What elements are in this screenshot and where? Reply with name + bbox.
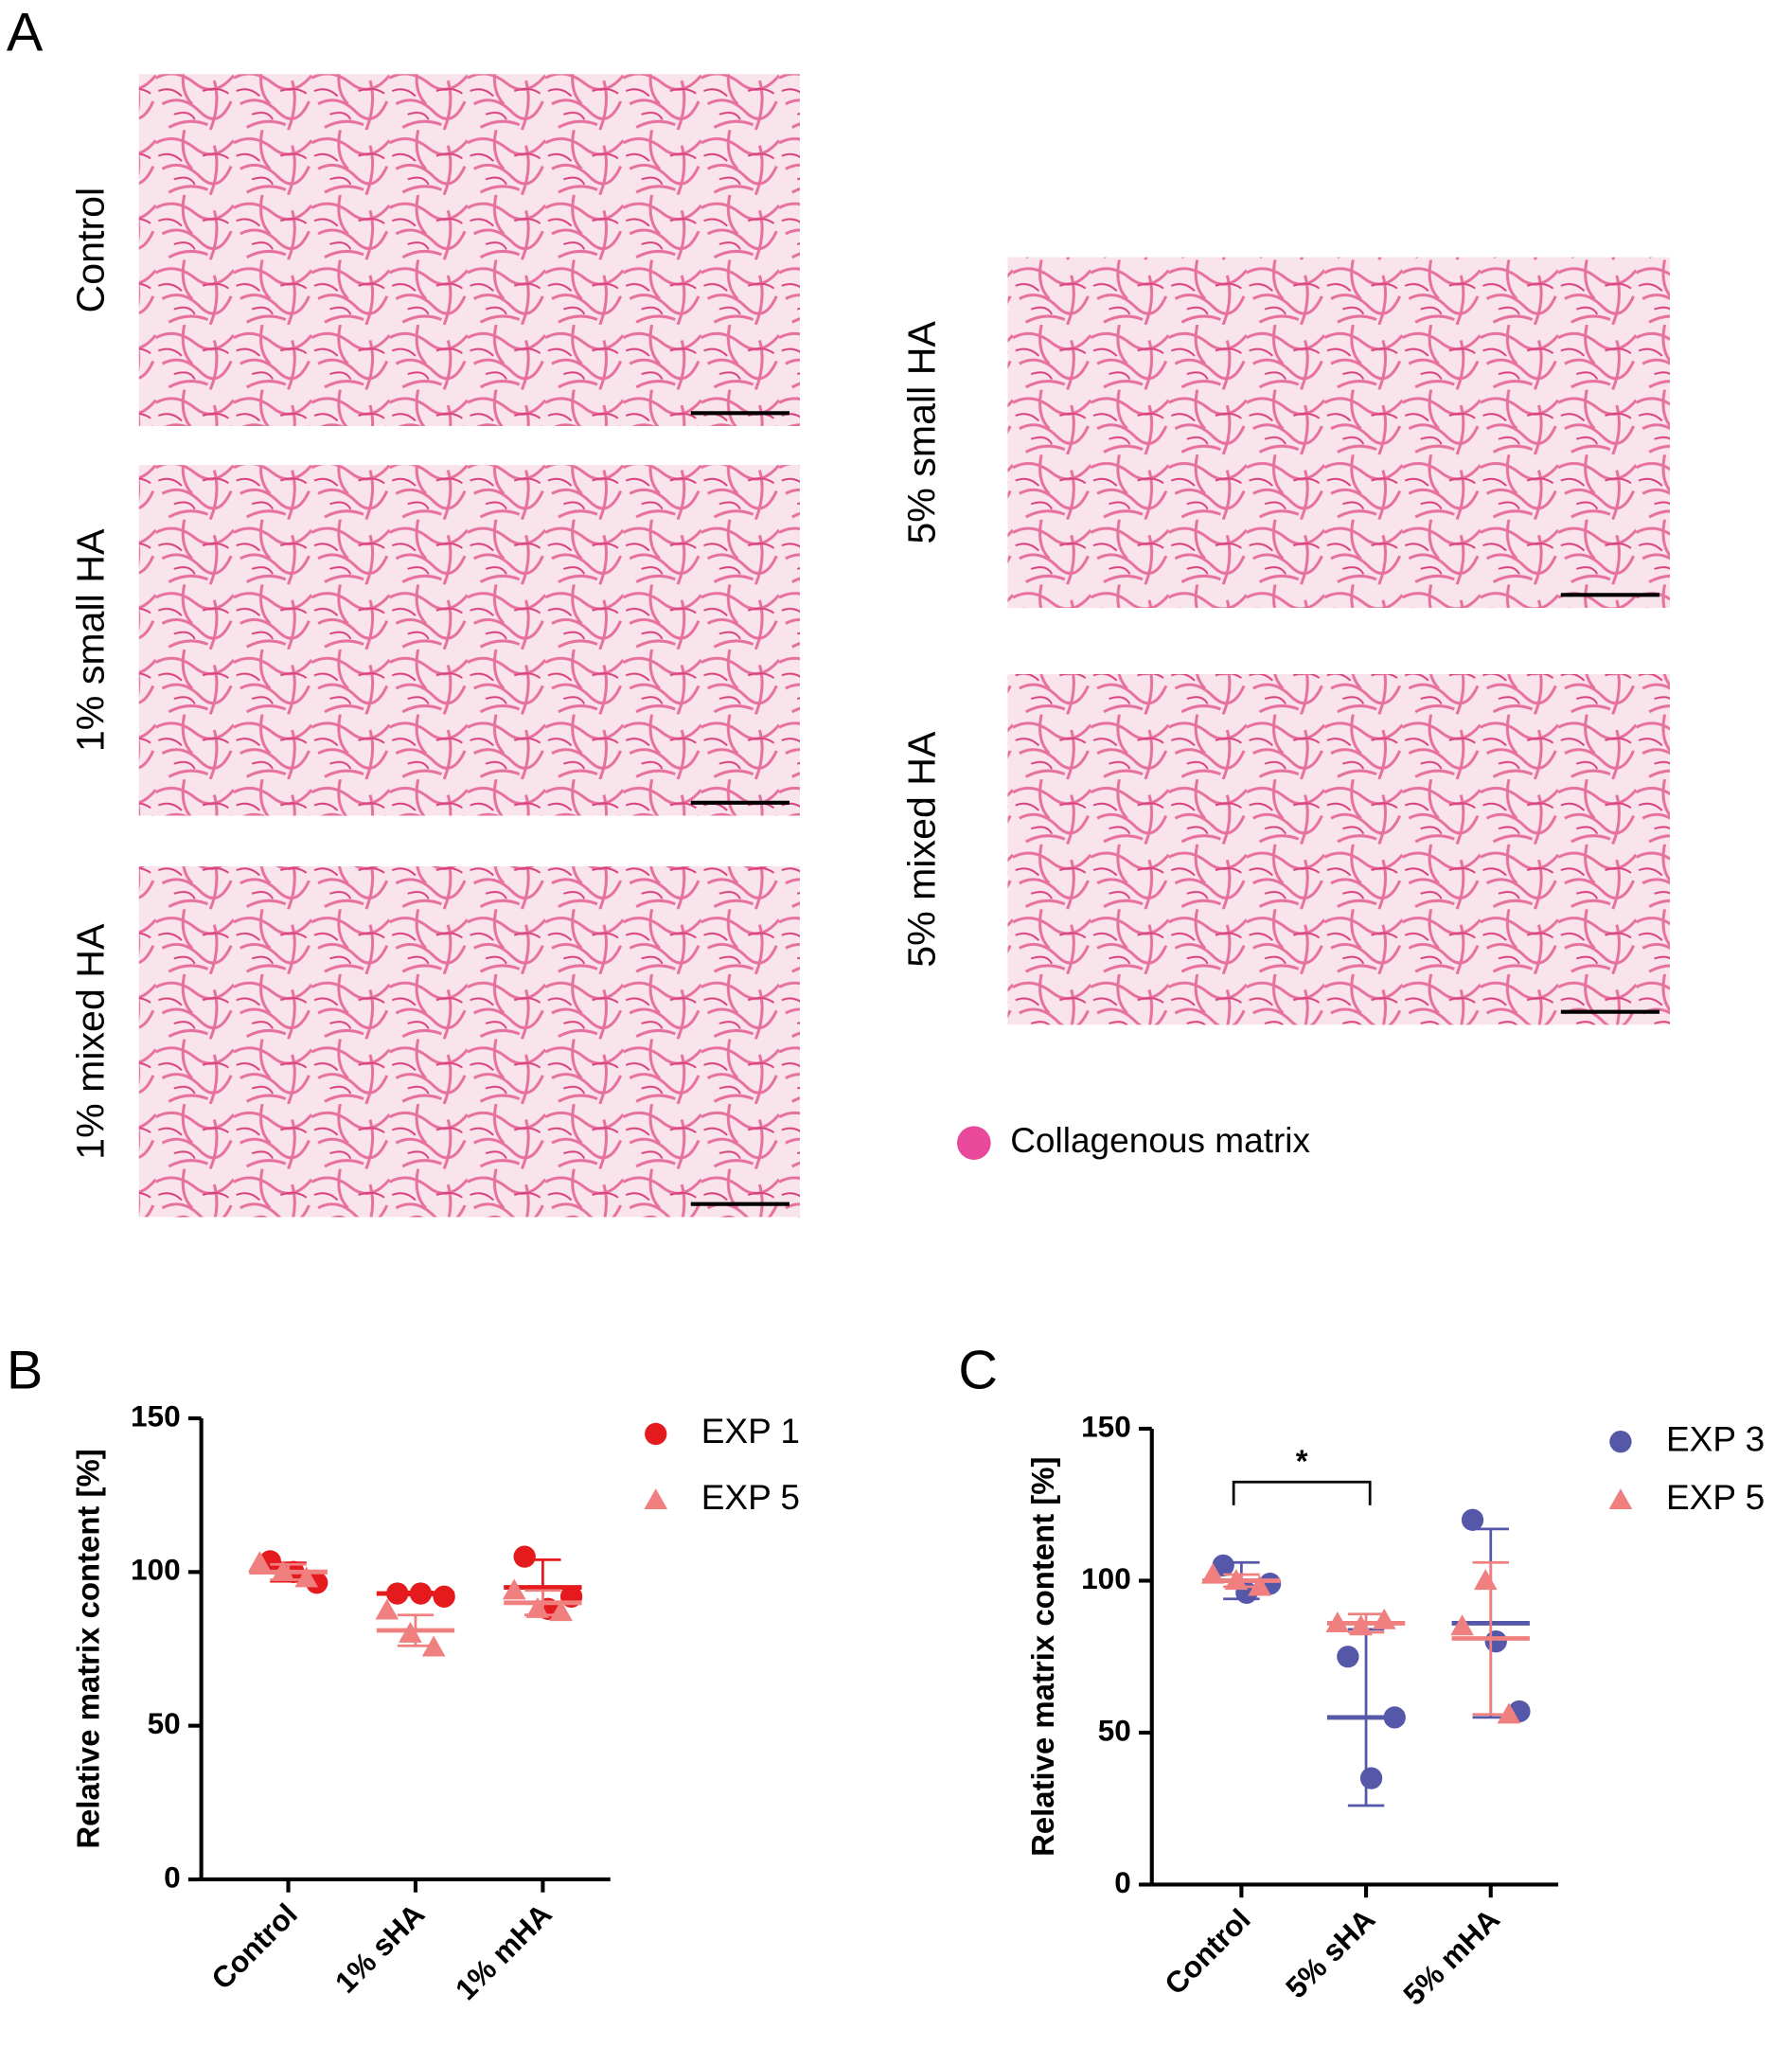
point [294,1566,319,1588]
point [1359,1767,1383,1789]
x-tick-label: 1% mHA [449,1896,559,2006]
legend-label: EXP 5 [1666,1477,1765,1517]
y-tick-label: 150 [131,1398,181,1433]
x-tick-label: Control [204,1896,304,1996]
panel-label: C [958,1341,998,1401]
legend-marker [1609,1431,1632,1453]
point [375,1598,399,1620]
image-label: 5% mixed HA [900,731,944,968]
y-tick-label: 150 [1081,1409,1131,1443]
y-axis-label: Relative matrix content [%] [1025,1457,1060,1857]
y-tick-label: 100 [1081,1561,1131,1595]
legend-label: EXP 5 [701,1477,800,1517]
micrograph [138,74,800,426]
point [1450,1614,1474,1636]
micrographs: Control 1% small HA 1% mixed HA 5% small HA… [69,74,1671,1218]
image-label: 5% small HA [900,321,944,544]
point [271,1559,295,1581]
x-tick-label: 5% sHA [1279,1902,1382,2005]
micrograph [1007,257,1671,609]
legend-marker [1608,1488,1633,1510]
point [248,1551,272,1573]
legend-label: EXP 3 [1666,1418,1765,1458]
legend-marker [645,1422,667,1446]
image-label: 1% mixed HA [69,923,113,1160]
point [525,1596,550,1618]
point [1325,1611,1350,1633]
point [421,1635,446,1657]
legend-label: Collagenous matrix [1010,1120,1310,1160]
point [1372,1608,1396,1629]
point [399,1621,422,1643]
x-tick-label: Control [1158,1902,1257,2002]
point [433,1585,455,1608]
y-axis-label: Relative matrix content [%] [71,1449,106,1848]
legend-marker [644,1488,668,1510]
y-tick-label: 50 [1098,1713,1131,1747]
point [1337,1646,1359,1668]
point [1497,1702,1521,1724]
point [1224,1569,1249,1591]
point [1212,1554,1234,1577]
panel-label: A [7,3,44,63]
x-tick-label: 1% sHA [328,1896,432,2000]
point [513,1545,536,1568]
micrograph [138,866,800,1218]
point [1248,1575,1271,1596]
image-label: 1% small HA [69,528,113,752]
significance-label: * [1296,1444,1308,1479]
point [386,1582,409,1605]
y-tick-label: 0 [164,1860,181,1894]
point [1349,1614,1373,1636]
y-tick-label: 50 [148,1706,181,1740]
panel-label: B [7,1341,43,1401]
y-tick-label: 0 [1114,1865,1131,1899]
micrograph [138,465,800,816]
y-tick-label: 100 [131,1553,181,1587]
x-tick-label: 5% mHA [1396,1902,1506,2012]
point [1200,1562,1225,1584]
image-label: Control [69,187,113,313]
point [1383,1706,1406,1729]
point [1484,1630,1507,1653]
legend-label: EXP 1 [701,1411,800,1451]
micrograph [1007,674,1671,1025]
significance-bracket [1232,1480,1372,1505]
point [409,1582,433,1605]
point [502,1578,526,1600]
point [1473,1569,1498,1591]
point [549,1600,573,1622]
point [1461,1508,1484,1531]
legend-swatch [956,1126,991,1161]
